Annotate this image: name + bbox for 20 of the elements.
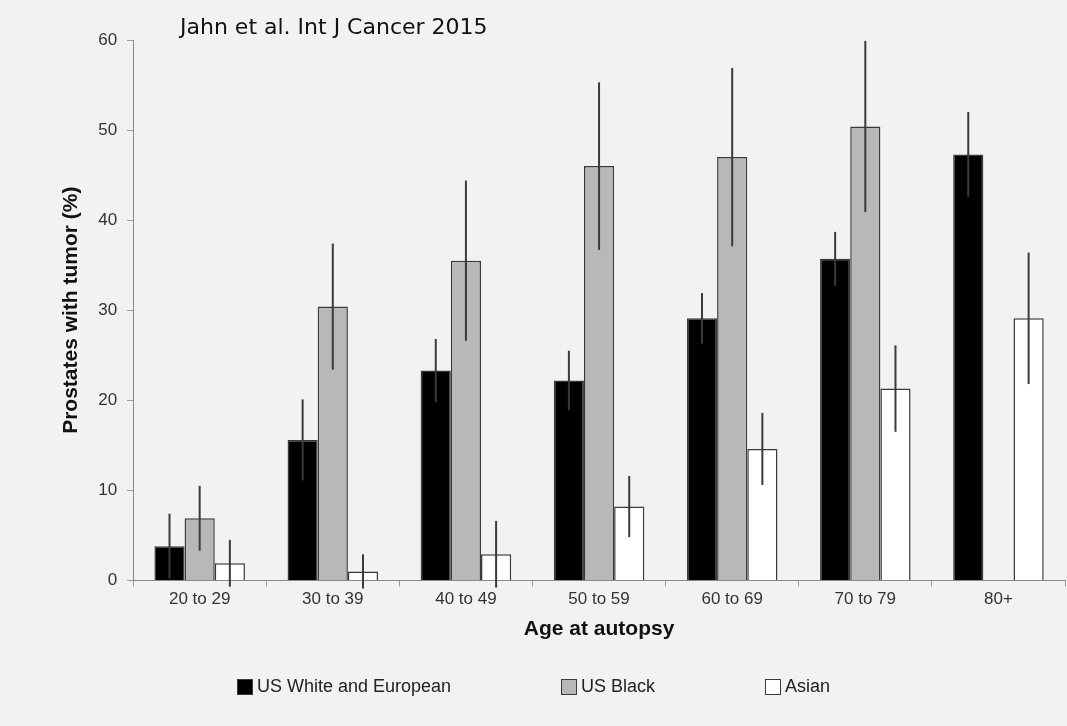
text: Jahn et al. Int J Cancer 2015 [180,14,488,39]
y-tick-label: 30 [98,299,118,319]
y-tick-label: 40 [98,209,118,229]
y-tick-label: 60 [98,29,118,49]
x-tick-label: 50 to 59 [568,589,630,609]
legend-label: US White and European [256,676,452,697]
x-tick-label: 80+ [984,589,1013,609]
y-tick-label: 50 [98,119,118,139]
x-tick-label: 40 to 49 [435,589,497,609]
y-tick-label: 20 [98,389,118,409]
y-axis-title: Prostates with tumor (%) [58,186,82,434]
legend-label: US Black [581,676,656,697]
x-tick-label: 60 to 69 [701,589,763,609]
x-axis-title: Age at autopsy [523,616,675,640]
x-tick-label: 20 to 29 [168,589,231,609]
y-tick-label: 0 [107,570,118,590]
x-tick-label: 30 to 39 [302,589,364,609]
legend-label: Asian [785,676,831,697]
x-tick-label: 70 to 79 [834,589,897,609]
y-tick-label: 10 [98,480,118,500]
